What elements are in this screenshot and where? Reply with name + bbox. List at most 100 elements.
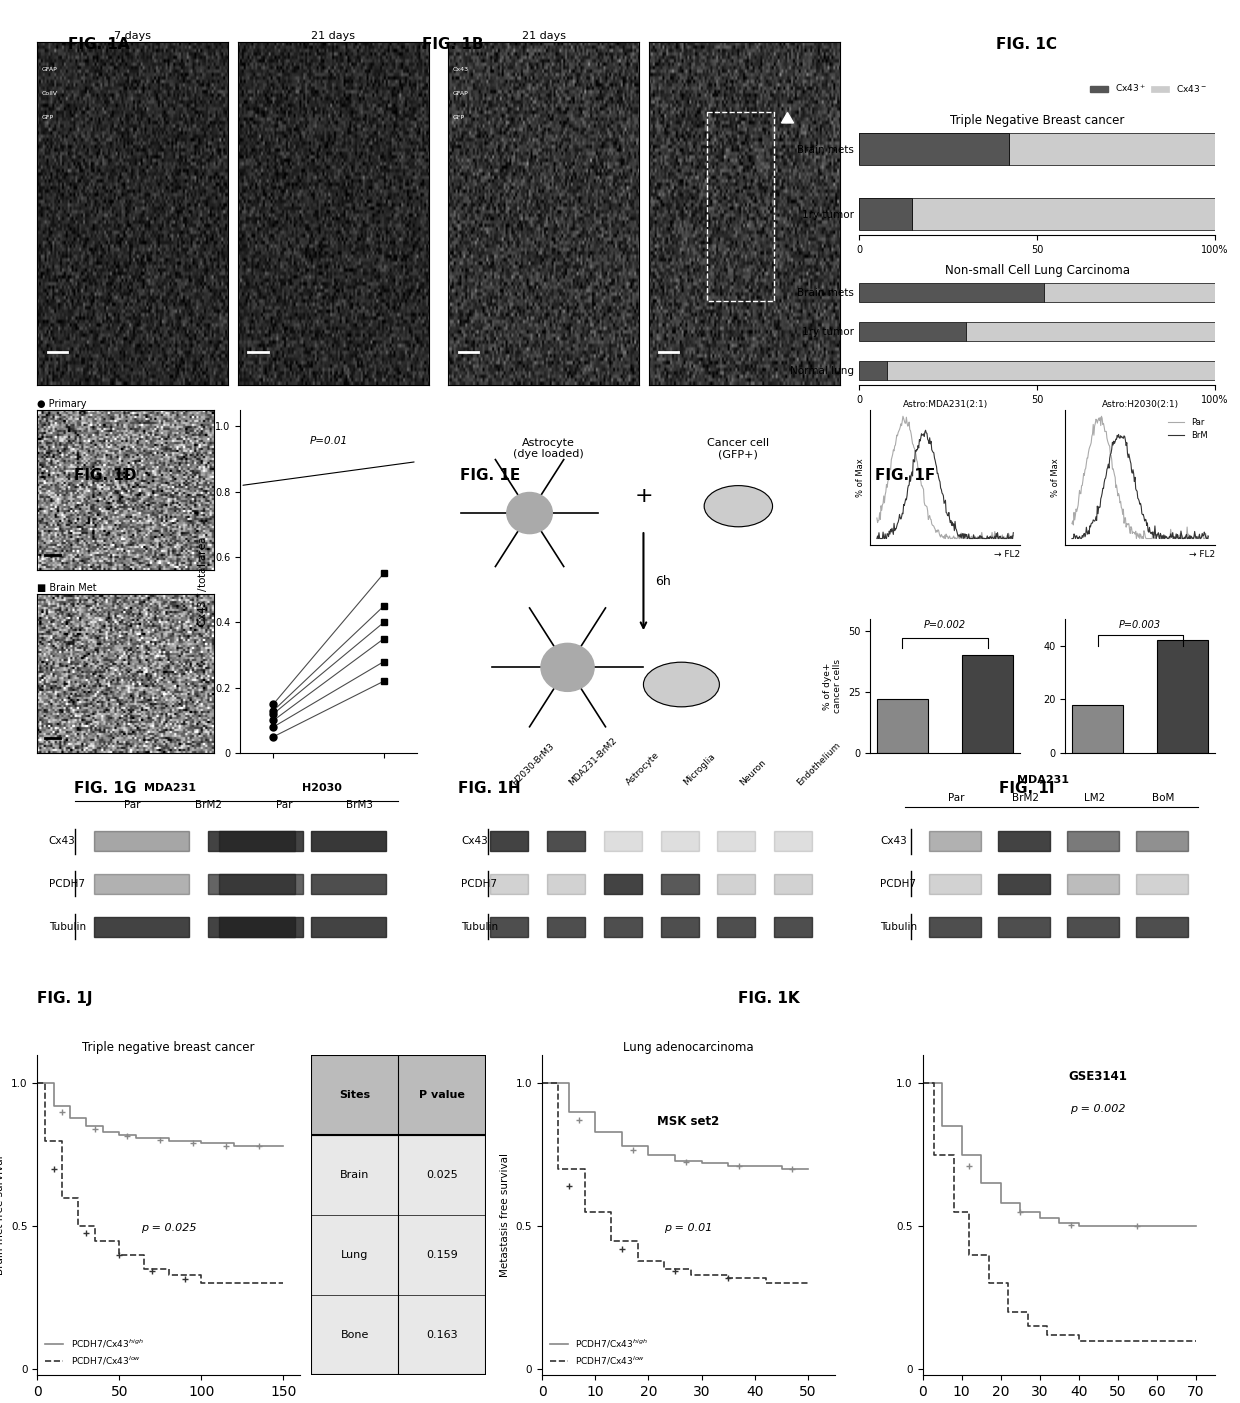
BrM: [999, 530, 1014, 547]
Text: FIG. 1A: FIG. 1A: [68, 36, 130, 52]
Par: [1094, 408, 1109, 425]
Bar: [1157, 640, 1208, 753]
Bar: [219, 916, 295, 937]
BrM: [875, 530, 890, 547]
BrM: [994, 530, 1009, 547]
Text: BrM2: BrM2: [1012, 793, 1039, 803]
Text: H2030: H2030: [303, 783, 342, 793]
Bar: [859, 133, 1008, 166]
Text: Cancer cell
(GFP+): Cancer cell (GFP+): [707, 438, 770, 459]
Text: GFP: GFP: [42, 115, 55, 121]
Bar: [490, 874, 528, 894]
Bar: [661, 916, 698, 937]
Text: Microglia: Microglia: [682, 752, 717, 787]
Ellipse shape: [644, 662, 719, 707]
BrM: [1073, 529, 1087, 546]
Text: Cx43: Cx43: [48, 836, 76, 846]
Bar: [661, 874, 698, 894]
Line: Par: Par: [877, 417, 1013, 539]
X-axis label: → FL2: → FL2: [1189, 550, 1215, 560]
Text: P=0.003: P=0.003: [1120, 620, 1161, 630]
Text: FIG. 1H: FIG. 1H: [459, 780, 521, 796]
Bar: [966, 321, 1215, 341]
Text: Par: Par: [949, 793, 965, 803]
Text: Cx43: Cx43: [453, 67, 469, 72]
Bar: [219, 874, 295, 894]
Text: PCDH7: PCDH7: [48, 878, 84, 890]
Bar: [490, 831, 528, 852]
Text: CollV: CollV: [42, 91, 58, 97]
Bar: [1066, 831, 1118, 852]
Bar: [490, 916, 528, 937]
Text: Par: Par: [275, 801, 293, 811]
Par: [1090, 415, 1105, 432]
Bar: [1136, 916, 1188, 937]
Par: [878, 487, 893, 504]
Text: Bone: Bone: [341, 1330, 368, 1340]
Bar: [775, 916, 812, 937]
Par: [895, 412, 910, 429]
Text: Astrocyte: Astrocyte: [625, 751, 661, 787]
Bar: [1071, 704, 1123, 753]
Bar: [718, 916, 755, 937]
Title: Non-small Cell Lung Carcinoma: Non-small Cell Lung Carcinoma: [945, 264, 1130, 276]
Bar: [1066, 916, 1118, 937]
Bar: [718, 831, 755, 852]
Bar: [661, 831, 698, 852]
Bar: [859, 283, 1044, 302]
Text: MDA231-BrM2: MDA231-BrM2: [568, 735, 619, 787]
Title: Astro:H2030(2:1): Astro:H2030(2:1): [1101, 400, 1179, 410]
Bar: [547, 874, 584, 894]
Circle shape: [507, 492, 552, 533]
Y-axis label: % of Max: % of Max: [856, 457, 864, 497]
Y-axis label: Metastasis free survival: Metastasis free survival: [500, 1153, 511, 1277]
Bar: [310, 831, 387, 852]
Y-axis label: % of dye+
cancer cells: % of dye+ cancer cells: [823, 659, 842, 713]
Bar: [775, 874, 812, 894]
Text: H2030-BrM3: H2030-BrM3: [511, 741, 557, 787]
BrM: [1006, 525, 1021, 542]
Bar: [962, 655, 1013, 753]
BrM: [1190, 530, 1205, 547]
Bar: [929, 831, 981, 852]
Bar: [94, 916, 188, 937]
Bar: [604, 916, 641, 937]
BrM: [1090, 498, 1105, 515]
Text: FIG. 1E: FIG. 1E: [460, 467, 520, 483]
Text: LM2: LM2: [1084, 793, 1105, 803]
Text: GFP: GFP: [453, 115, 465, 121]
Par: [996, 530, 1011, 547]
Text: Lung: Lung: [341, 1250, 368, 1260]
Bar: [208, 916, 303, 937]
Text: GFAP: GFAP: [42, 67, 58, 72]
Title: 21 days: 21 days: [311, 31, 356, 41]
Text: Tubulin: Tubulin: [48, 922, 86, 932]
Bar: [718, 874, 755, 894]
BrM: [1111, 427, 1126, 443]
Bar: [859, 198, 913, 230]
Par: [1101, 436, 1116, 453]
Legend: Cx43$^+$, Cx43$^-$: Cx43$^+$, Cx43$^-$: [1086, 79, 1210, 98]
Text: Cx43: Cx43: [880, 836, 908, 846]
Y-axis label: Brain met free survival: Brain met free survival: [0, 1155, 5, 1275]
Text: FIG. 1K: FIG. 1K: [738, 991, 800, 1006]
Title: Triple negative breast cancer: Triple negative breast cancer: [82, 1041, 254, 1054]
BrM: [1101, 456, 1116, 473]
Bar: [311, 1055, 486, 1135]
BrM: [1200, 528, 1215, 544]
Bar: [998, 831, 1049, 852]
Text: P=0.002: P=0.002: [924, 620, 966, 630]
Text: FIG. 1D: FIG. 1D: [74, 467, 136, 483]
Text: BoM: BoM: [1152, 793, 1174, 803]
Bar: [859, 321, 966, 341]
Bar: [859, 133, 1008, 166]
Bar: [310, 916, 387, 937]
Text: PCDH7: PCDH7: [880, 878, 916, 890]
Title: Lung adenocarcinoma: Lung adenocarcinoma: [622, 1041, 754, 1054]
Par: [906, 439, 921, 456]
BrM: [918, 422, 932, 439]
Text: 0.025: 0.025: [427, 1170, 458, 1180]
Text: MSK set2: MSK set2: [657, 1115, 719, 1128]
Bar: [877, 699, 928, 753]
Bar: [45, 829, 48, 853]
